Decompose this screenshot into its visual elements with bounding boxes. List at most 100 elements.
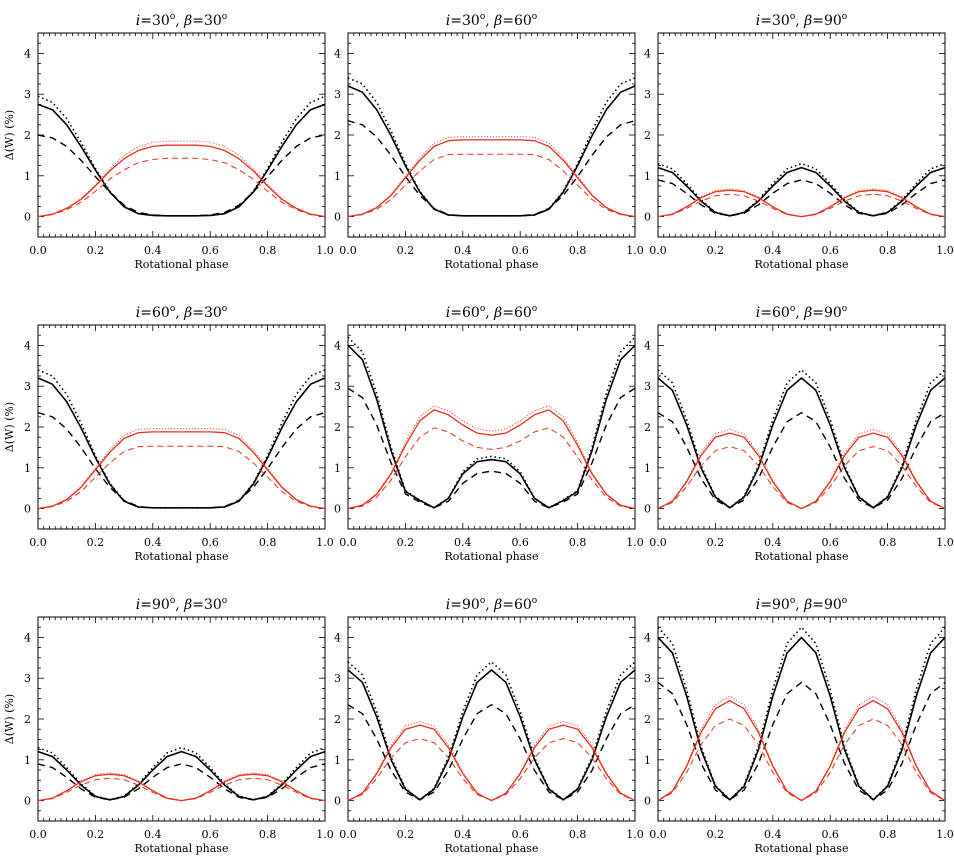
y-tick-label: 0 — [644, 795, 651, 808]
x-tick-label: 0.6 — [821, 244, 839, 257]
x-tick-label: 0.8 — [569, 244, 587, 257]
x-tick-label: 0.6 — [201, 828, 219, 841]
x-tick-label: 0.6 — [511, 244, 529, 257]
series-line-black-solid — [658, 636, 945, 801]
x-axis-label: Rotational phase — [755, 550, 849, 563]
y-tick-label: 4 — [334, 339, 341, 352]
x-tick-label: 0.8 — [259, 828, 277, 841]
series-line-black-solid — [38, 377, 325, 509]
series-line-black-solid — [348, 85, 635, 217]
x-tick-label: 0.0 — [339, 828, 357, 841]
series-line-black-dashed — [38, 412, 325, 509]
panel-i30-beta60: i=30o, β=60o 0.0 0.2 0.4 0.6 0.8 1.0 0 1 2 3 4 Rotat… — [334, 12, 644, 271]
y-tick-label: 3 — [334, 380, 341, 393]
panel-i30-beta90: i=30o, β=90o 0.0 0.2 0.4 0.6 0.8 1.0 0 1 2 3 4 Rotat… — [644, 12, 954, 271]
x-tick-label: 0.0 — [29, 828, 47, 841]
series-line-black-solid — [658, 166, 945, 217]
x-tick-label: 0.2 — [87, 828, 105, 841]
x-axis-label: Rotational phase — [445, 842, 539, 855]
x-tick-label: 0.8 — [879, 828, 897, 841]
x-tick-label: 1.0 — [316, 536, 334, 549]
y-tick-label: 4 — [334, 47, 341, 60]
y-tick-label: 0 — [644, 503, 651, 516]
x-tick-label: 0.8 — [569, 828, 587, 841]
panel-i90-beta90: i=90o, β=90o 0.0 0.2 0.4 0.6 0.8 1.0 0 1 2 3 4 Rotat… — [644, 596, 954, 855]
y-tick-label: 1 — [644, 462, 651, 475]
y-tick-label: 1 — [334, 170, 341, 183]
series-line-black-dashed — [38, 763, 325, 801]
x-tick-label: 0.0 — [649, 244, 667, 257]
x-tick-label: 0.6 — [201, 536, 219, 549]
x-tick-label: 0.4 — [454, 536, 472, 549]
series-line-black-solid — [658, 377, 945, 509]
x-tick-label: 0.6 — [511, 536, 529, 549]
series-line-red-dotted — [38, 772, 325, 802]
x-tick-label: 1.0 — [936, 536, 954, 549]
x-tick-label: 0.2 — [397, 244, 415, 257]
series-line-red-dotted — [348, 405, 635, 510]
x-tick-label: 1.0 — [936, 244, 954, 257]
series-line-red-solid — [348, 409, 635, 510]
series-line-red-dashed — [38, 157, 325, 218]
y-tick-label: 1 — [334, 462, 341, 475]
plot-frame — [37, 32, 326, 238]
series-line-black-dashed — [658, 412, 945, 509]
series-line-black-dashed — [348, 387, 635, 509]
series-line-red-solid — [348, 139, 635, 218]
series-line-red-dashed — [348, 153, 635, 218]
x-tick-label: 1.0 — [936, 828, 954, 841]
series-line-red-dashed — [658, 718, 945, 802]
x-tick-label: 0.8 — [259, 244, 277, 257]
x-tick-label: 0.4 — [144, 536, 162, 549]
y-tick-label: 3 — [24, 380, 31, 393]
y-tick-label: 2 — [334, 713, 341, 726]
y-tick-label: 3 — [644, 88, 651, 101]
series-line-red-dotted — [38, 140, 325, 218]
x-axis-label: Rotational phase — [445, 258, 539, 271]
series-line-red-dashed — [658, 446, 945, 510]
y-tick-label: 1 — [334, 754, 341, 767]
plot-frame — [657, 32, 946, 238]
series-line-red-dashed — [38, 777, 325, 802]
series-line-black-dotted — [658, 369, 945, 509]
series-line-red-dashed — [658, 193, 945, 218]
series-line-black-solid — [348, 344, 635, 509]
series-line-red-solid — [38, 773, 325, 802]
series-line-black-dashed — [348, 120, 635, 217]
y-tick-label: 4 — [644, 631, 651, 644]
x-tick-label: 0.4 — [144, 244, 162, 257]
panel-i60-beta60: i=60o, β=60o 0.0 0.2 0.4 0.6 0.8 1.0 0 1 2 3 4 Rotat… — [334, 304, 644, 563]
x-axis-label: Rotational phase — [135, 550, 229, 563]
series-line-black-dotted — [658, 162, 945, 217]
series-line-red-solid — [658, 432, 945, 510]
x-tick-label: 0.2 — [87, 536, 105, 549]
x-tick-label: 0.2 — [87, 244, 105, 257]
x-tick-label: 1.0 — [626, 244, 644, 257]
x-tick-label: 0.6 — [821, 828, 839, 841]
x-tick-label: 0.2 — [707, 244, 725, 257]
y-tick-label: 4 — [644, 47, 651, 60]
plot-frame — [37, 616, 326, 822]
panel-i90-beta30: i=90o, β=30o 0.0 0.2 0.4 0.6 0.8 1.0 0 1 2 3 4 Rotat… — [3, 596, 334, 855]
series-line-red-solid — [38, 144, 325, 218]
x-axis-label: Rotational phase — [135, 842, 229, 855]
series-line-red-dotted — [658, 188, 945, 218]
series-line-red-dotted — [658, 428, 945, 510]
series-line-red-solid — [658, 189, 945, 218]
series-line-black-dashed — [348, 704, 635, 801]
x-tick-label: 1.0 — [316, 244, 334, 257]
series-line-red-dashed — [38, 445, 325, 510]
series-line-black-dashed — [658, 681, 945, 801]
panel-i60-beta30: i=60o, β=30o 0.0 0.2 0.4 0.6 0.8 1.0 0 1 2 3 4 Rotat… — [3, 304, 334, 563]
x-tick-label: 0.6 — [201, 244, 219, 257]
y-tick-label: 4 — [24, 339, 31, 352]
series-line-black-dotted — [38, 746, 325, 801]
y-tick-label: 0 — [334, 211, 341, 224]
x-axis-label: Rotational phase — [445, 550, 539, 563]
panel-i30-beta30: i=30o, β=30o 0.0 0.2 0.4 0.6 0.8 1.0 0 1 2 3 4 Rotat… — [3, 12, 334, 271]
plot-frame — [347, 324, 636, 530]
x-tick-label: 0.6 — [511, 828, 529, 841]
y-tick-label: 2 — [644, 713, 651, 726]
panel-i90-beta60: i=90o, β=60o 0.0 0.2 0.4 0.6 0.8 1.0 0 1 2 3 4 Rotat… — [334, 596, 644, 855]
